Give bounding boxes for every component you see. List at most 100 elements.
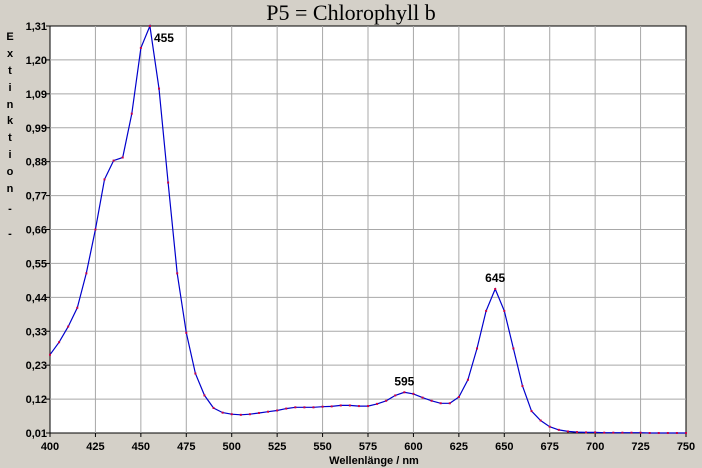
data-point (76, 306, 79, 309)
x-axis-ticks: 400 425 450 475 500 525 550 575 600 625 650 675 700 7… (41, 433, 695, 453)
y-tick-label: 0,33 (26, 326, 47, 338)
data-point (357, 405, 360, 408)
data-point (212, 406, 215, 409)
data-point (639, 431, 642, 434)
data-point (666, 432, 669, 434)
y-label-char: o (7, 166, 14, 178)
y-tick-label: 0,55 (26, 258, 47, 270)
data-point (403, 391, 406, 394)
x-tick-label: 650 (495, 441, 513, 453)
x-tick-label: 550 (313, 441, 331, 453)
y-label-char: k (7, 115, 14, 127)
data-point (348, 404, 351, 407)
data-point (67, 325, 70, 328)
data-point (603, 431, 606, 434)
y-tick-label: 0,12 (26, 394, 47, 406)
data-point (548, 425, 551, 428)
data-point (285, 407, 288, 410)
data-point (49, 353, 51, 356)
data-point (103, 178, 106, 181)
data-point (557, 428, 560, 431)
data-point (94, 228, 97, 231)
y-label-char: t (8, 132, 12, 144)
x-tick-label: 600 (404, 441, 422, 453)
data-point (675, 432, 678, 434)
data-point (58, 341, 61, 344)
data-point (466, 378, 469, 381)
y-tick-label: 0,99 (26, 123, 47, 135)
data-point (376, 402, 379, 405)
peak-label: 595 (394, 374, 414, 388)
data-point (139, 46, 142, 49)
x-tick-label: 450 (132, 441, 150, 453)
peak-label: 455 (154, 31, 174, 45)
data-point (448, 402, 451, 405)
data-point (148, 25, 151, 27)
y-label-char: i (8, 82, 11, 94)
y-tick-label: 0,44 (26, 292, 48, 304)
y-label-char: n (7, 183, 14, 195)
x-tick-label: 750 (677, 441, 695, 453)
data-point (176, 272, 179, 275)
data-point (267, 410, 270, 413)
y-label-char: - (8, 228, 12, 240)
y-tick-label: 0,01 (26, 428, 47, 440)
data-point (494, 287, 497, 290)
data-point (248, 413, 251, 416)
data-point (621, 431, 624, 434)
data-point (321, 405, 324, 408)
data-point (85, 272, 88, 275)
data-point (503, 309, 506, 312)
data-point (539, 419, 542, 422)
data-point (385, 399, 388, 402)
data-point (339, 404, 342, 407)
data-point (430, 399, 433, 402)
data-point (648, 432, 651, 434)
data-point (594, 431, 597, 434)
y-tick-label: 0,66 (26, 225, 47, 237)
data-point (476, 347, 479, 350)
y-tick-label: 1,20 (26, 55, 47, 67)
data-point (112, 159, 115, 162)
data-point (221, 411, 224, 414)
data-point (367, 405, 369, 408)
data-point (276, 409, 279, 412)
data-point (294, 406, 297, 409)
data-point (167, 181, 170, 184)
data-point (685, 432, 687, 434)
x-tick-label: 625 (450, 441, 468, 453)
x-tick-label: 700 (586, 441, 604, 453)
data-point (194, 372, 197, 375)
y-label-char: - (8, 203, 12, 215)
data-point (421, 396, 424, 399)
data-point (457, 395, 460, 398)
x-tick-label: 525 (268, 441, 286, 453)
chart-title: P5 = Chlorophyll b (266, 0, 435, 25)
data-point (121, 156, 124, 159)
data-point (394, 394, 397, 397)
y-axis-ticks: 0,01 0,12 0,23 0,33 0,44 0,55 0,66 0,77 0,88 0,99… (26, 21, 50, 440)
series-layer (49, 23, 687, 434)
data-point (412, 392, 415, 395)
data-point (330, 405, 333, 408)
peak-annotations: 455 595 645 (154, 31, 506, 388)
data-point (530, 410, 533, 413)
data-point (585, 431, 588, 434)
data-point (158, 87, 161, 90)
x-tick-label: 675 (541, 441, 559, 453)
data-point (575, 431, 578, 434)
x-tick-label: 475 (177, 441, 195, 453)
y-label-char: E (6, 31, 13, 43)
peak-label: 645 (485, 271, 505, 285)
x-tick-label: 500 (223, 441, 241, 453)
x-tick-label: 425 (86, 441, 104, 453)
y-tick-label: 0,88 (26, 157, 47, 169)
x-tick-label: 725 (631, 441, 649, 453)
y-label-char: n (7, 99, 14, 111)
data-point (230, 413, 233, 416)
data-point (130, 112, 133, 115)
data-point (185, 331, 188, 334)
data-point (257, 411, 260, 414)
data-point (657, 432, 660, 434)
